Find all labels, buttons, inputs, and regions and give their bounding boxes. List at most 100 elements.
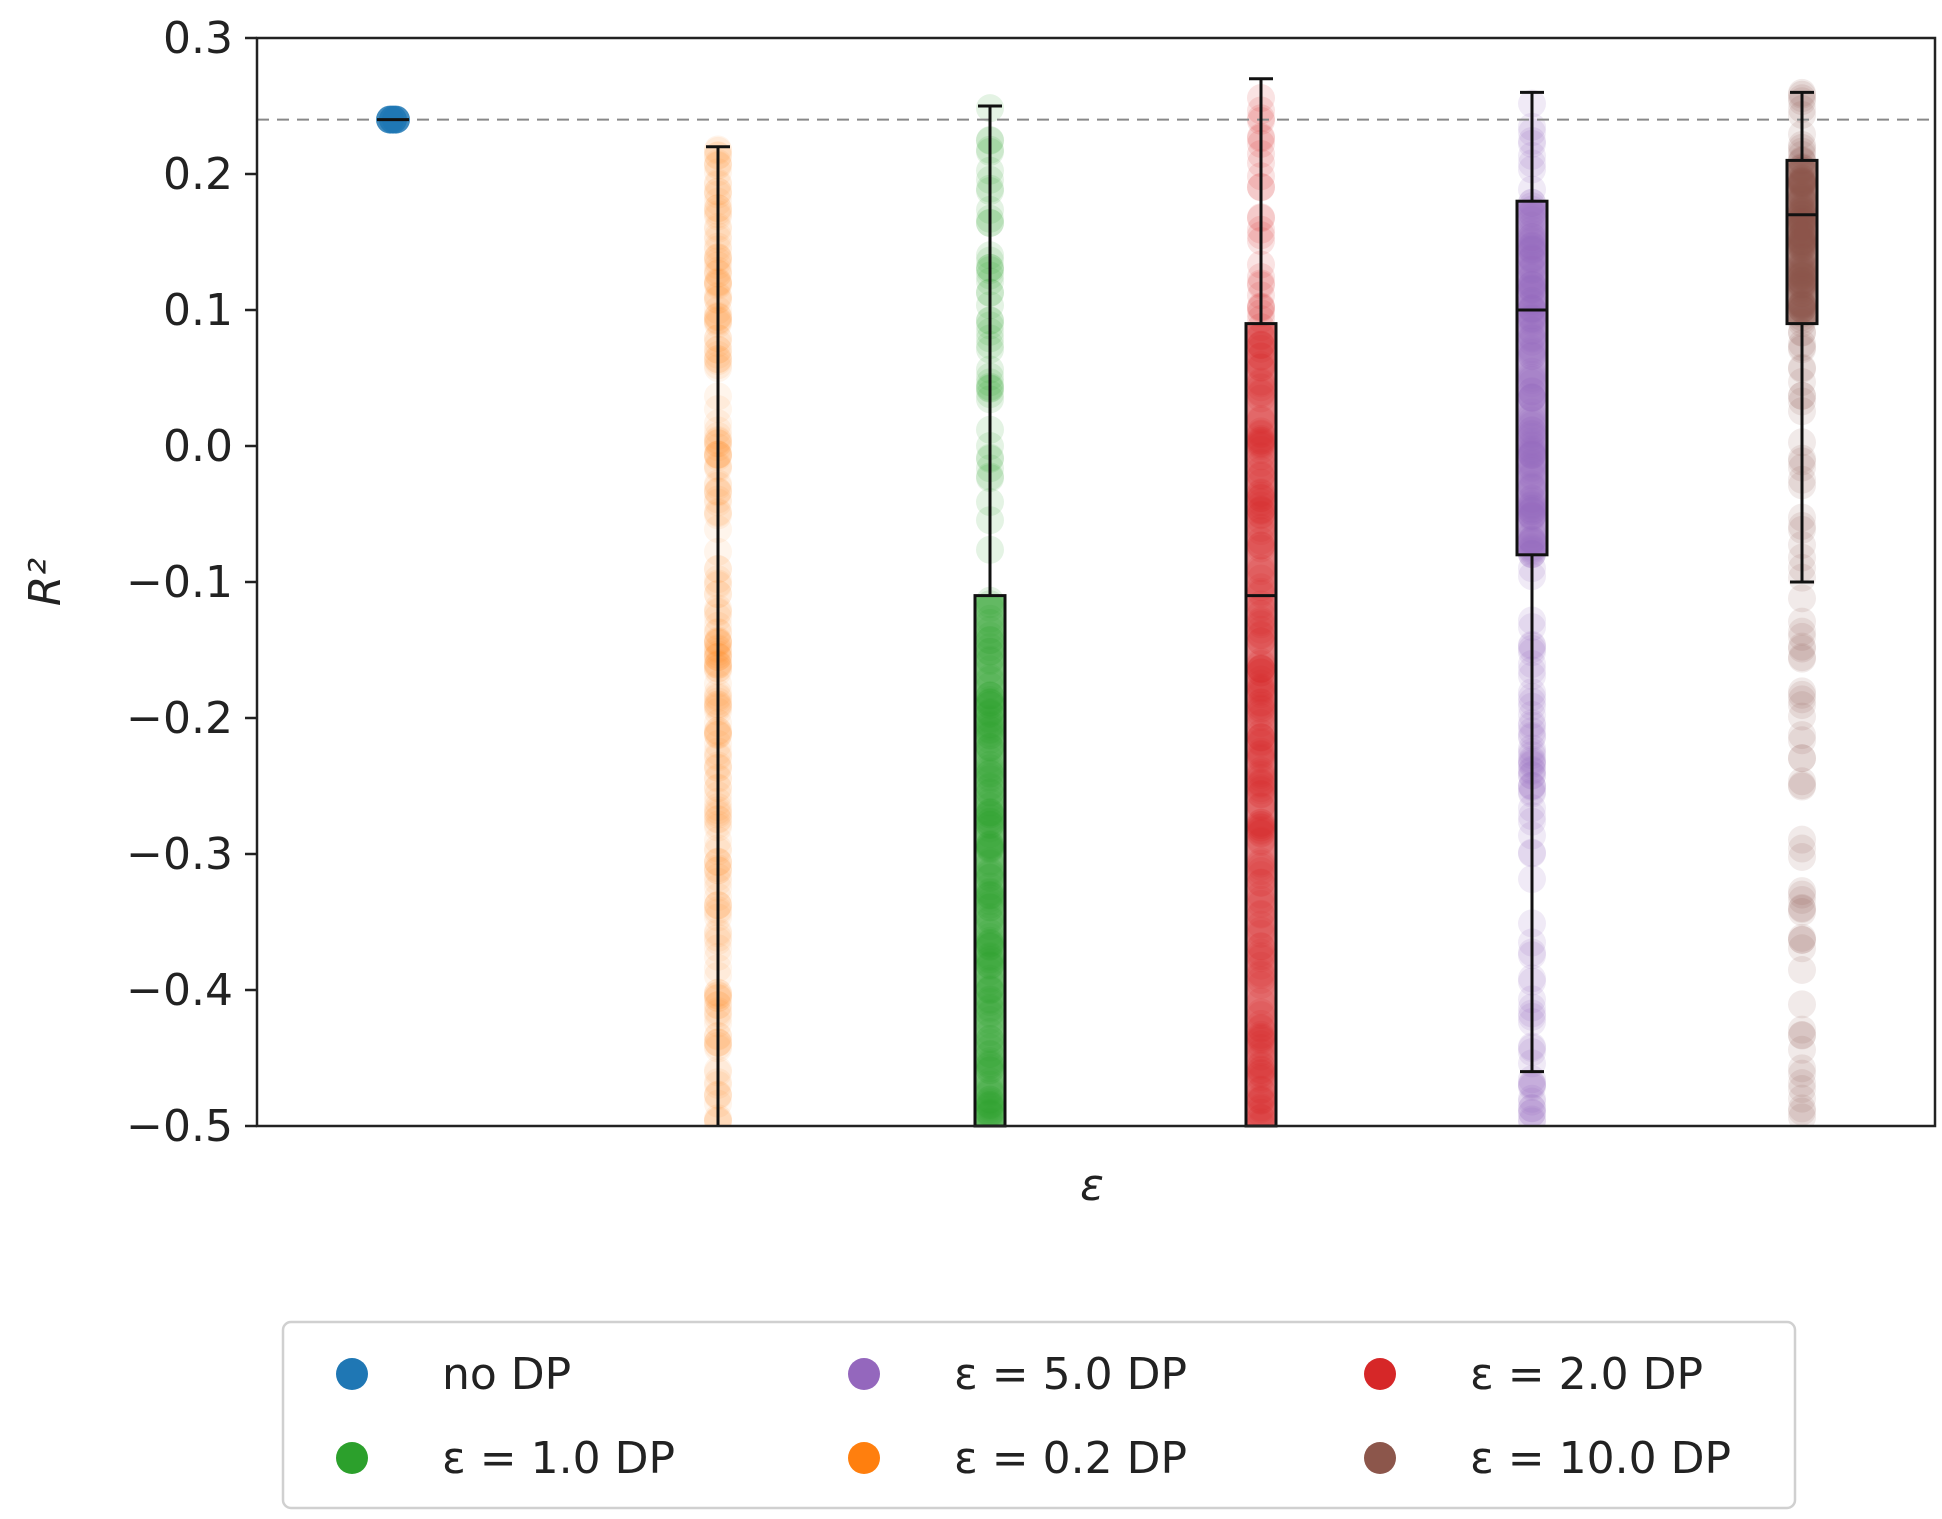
legend-marker	[336, 1442, 368, 1474]
legend-label: ε = 0.2 DP	[954, 1433, 1187, 1484]
y-axis: 0.3 0.2 0.1 0.0 −0.1 −0.2 −0.3 −0.4 −0.5	[126, 13, 257, 1152]
data-point	[1788, 617, 1816, 646]
legend-label: no DP	[442, 1349, 571, 1400]
data-point	[1788, 607, 1816, 636]
data-point	[1788, 1054, 1816, 1083]
plot-frame	[255, 36, 1937, 1128]
data-point	[1518, 1107, 1546, 1126]
data-point	[1788, 934, 1816, 963]
legend-item: no DP	[336, 1349, 571, 1400]
box-plots	[377, 77, 1819, 1128]
legend-label: ε = 2.0 DP	[1470, 1349, 1703, 1400]
data-point	[1518, 1071, 1546, 1100]
y-tick-label: 0.3	[163, 13, 233, 64]
data-point	[1518, 1087, 1546, 1116]
box-iqr	[973, 594, 1007, 1128]
y-tick-label: −0.2	[126, 693, 233, 744]
y-tick-label: 0.1	[163, 285, 233, 336]
data-point	[1788, 691, 1816, 720]
data-point	[1518, 1105, 1546, 1126]
data-point	[1788, 894, 1816, 923]
y-tick-label: −0.5	[126, 1101, 233, 1152]
legend-item: ε = 0.2 DP	[848, 1433, 1187, 1484]
data-point	[1518, 1070, 1546, 1099]
legend-label: ε = 1.0 DP	[442, 1433, 675, 1484]
legend-items: no DP ε = 1.0 DP ε = 5.0 DP ε = 0.2 DP ε = 2…	[336, 1349, 1731, 1484]
legend-marker	[1364, 1442, 1396, 1474]
box-plot	[1515, 90, 1549, 1074]
data-point	[1788, 584, 1816, 613]
x-axis-label: ε	[1080, 1160, 1104, 1211]
data-point	[1788, 1035, 1816, 1064]
data-point	[1788, 744, 1816, 773]
data-point	[1788, 877, 1816, 906]
data-point	[1788, 1103, 1816, 1126]
data-point	[1788, 1059, 1816, 1088]
data-point	[1788, 622, 1816, 651]
data-point	[1788, 923, 1816, 952]
box-iqr	[1785, 158, 1819, 326]
legend: no DP ε = 1.0 DP ε = 5.0 DP ε = 0.2 DP ε = 2…	[281, 1320, 1797, 1510]
data-point	[1788, 834, 1816, 863]
y-axis-label: R²	[20, 558, 71, 606]
data-point	[1788, 1069, 1816, 1098]
data-point	[1788, 744, 1816, 773]
y-tick-label: −0.4	[126, 965, 233, 1016]
data-point	[1788, 1021, 1816, 1050]
data-point	[1518, 1073, 1546, 1102]
legend-marker	[1364, 1358, 1396, 1390]
data-point	[1788, 1084, 1816, 1113]
legend-marker	[848, 1442, 880, 1474]
legend-frame	[281, 1320, 1797, 1510]
legend-item: ε = 10.0 DP	[1364, 1433, 1731, 1484]
data-point	[1788, 1021, 1816, 1050]
box-plot	[973, 104, 1007, 1128]
data-point	[1518, 1084, 1546, 1113]
data-point	[1518, 1069, 1546, 1098]
legend-label: ε = 5.0 DP	[954, 1349, 1187, 1400]
box-plot	[1244, 77, 1278, 1128]
data-point	[1788, 643, 1816, 672]
data-point	[1788, 925, 1816, 954]
data-point	[1788, 632, 1816, 661]
data-point	[1518, 1099, 1546, 1126]
data-point	[1518, 1098, 1546, 1126]
box-plot	[706, 145, 730, 1126]
data-point	[1788, 894, 1816, 923]
data-point	[1788, 726, 1816, 755]
data-point	[1788, 956, 1816, 985]
box-plot	[1785, 90, 1819, 584]
data-point	[1788, 885, 1816, 914]
y-tick-label: −0.3	[126, 829, 233, 880]
box-iqr	[1515, 199, 1549, 557]
data-point	[1788, 644, 1816, 673]
data-point	[1788, 702, 1816, 731]
data-point	[1788, 1075, 1816, 1104]
y-tick-label: 0.0	[163, 421, 233, 472]
data-point	[1788, 685, 1816, 714]
legend-item: ε = 5.0 DP	[848, 1349, 1187, 1400]
data-point	[1788, 721, 1816, 750]
data-point	[1788, 825, 1816, 854]
data-point	[1788, 767, 1816, 796]
y-tick-label: 0.2	[163, 149, 233, 200]
data-point	[1788, 925, 1816, 954]
legend-item: ε = 1.0 DP	[336, 1433, 675, 1484]
data-point	[1788, 680, 1816, 709]
legend-marker	[336, 1358, 368, 1390]
data-point	[1788, 772, 1816, 801]
data-point	[1788, 898, 1816, 927]
data-point	[1788, 1097, 1816, 1126]
data-point	[1788, 1094, 1816, 1123]
data-point	[1788, 634, 1816, 663]
legend-marker	[848, 1358, 880, 1390]
legend-label: ε = 10.0 DP	[1470, 1433, 1731, 1484]
data-point	[1788, 880, 1816, 909]
data-point	[1518, 1094, 1546, 1123]
data-point	[1788, 1015, 1816, 1044]
legend-item: ε = 2.0 DP	[1364, 1349, 1703, 1400]
data-point	[1788, 990, 1816, 1019]
scatter-points	[376, 78, 1816, 1126]
box-iqr	[1244, 322, 1278, 1128]
